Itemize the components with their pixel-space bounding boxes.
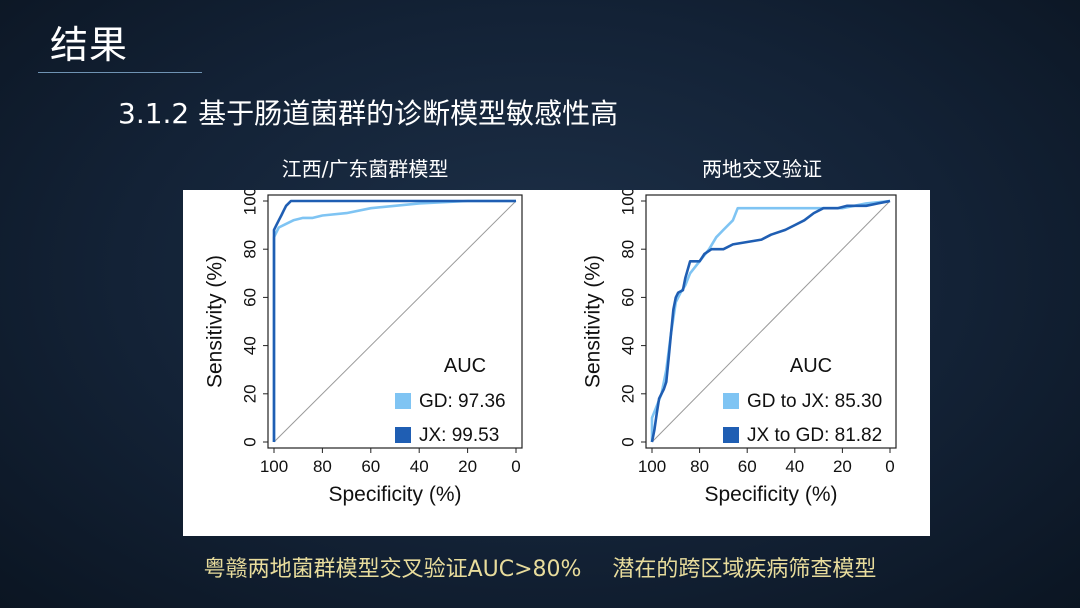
legend-swatch	[395, 393, 411, 409]
x-axis-title: Specificity (%)	[328, 483, 461, 506]
reference-diagonal	[273, 200, 517, 443]
x-tick-label: 40	[410, 457, 429, 476]
x-tick-label: 40	[785, 457, 804, 476]
y-tick-label: 60	[618, 288, 637, 307]
plot-frame	[267, 194, 523, 449]
legend-label: JX to GD: 81.82	[747, 425, 882, 446]
x-tick-label: 100	[638, 457, 666, 476]
legend-title: AUC	[444, 355, 486, 377]
y-tick-label: 100	[240, 190, 259, 215]
reference-diagonal	[651, 200, 891, 443]
roc-charts-card: 0 20 40 60 80 100 100 80 60 40 20 0 Sensitivity (%) S…	[183, 190, 930, 536]
x-tick-label: 60	[361, 457, 380, 476]
roc-chart-left: 0 20 40 60 80 100 100 80 60 40 20 0 Sensitivity (%) S…	[204, 190, 523, 506]
roc-curve-2	[650, 199, 891, 443]
x-tick-label: 20	[458, 457, 477, 476]
legend-title: AUC	[790, 355, 832, 377]
legend-swatch	[723, 393, 739, 409]
x-tick-label: 20	[833, 457, 852, 476]
y-tick-label: 80	[618, 240, 637, 259]
legend-swatch	[723, 427, 739, 443]
x-axis-title: Specificity (%)	[704, 483, 837, 506]
roc-curve-1	[272, 199, 516, 442]
y-tick-label: 40	[618, 336, 637, 355]
x-tick-label: 0	[885, 457, 894, 476]
y-tick-label: 20	[618, 384, 637, 403]
slide-title: 结果	[50, 23, 129, 67]
roc-curve-2	[272, 199, 516, 442]
plot-frame	[645, 194, 897, 449]
y-axis-title: Sensitivity (%)	[582, 255, 605, 388]
x-tick-label: 0	[511, 457, 520, 476]
right-chart-caption: 两地交叉验证	[702, 157, 822, 181]
x-tick-label: 80	[690, 457, 709, 476]
x-tick-label: 80	[313, 457, 332, 476]
title-underline	[38, 72, 202, 73]
section-heading: 3.1.2 基于肠道菌群的诊断模型敏感性高	[118, 97, 619, 130]
legend-label: JX: 99.53	[419, 425, 499, 446]
y-axis-title: Sensitivity (%)	[204, 255, 227, 388]
y-tick-label: 60	[240, 288, 259, 307]
x-tick-label: 100	[260, 457, 288, 476]
legend-swatch	[395, 427, 411, 443]
x-tick-label: 60	[738, 457, 757, 476]
y-tick-label: 0	[240, 437, 259, 446]
y-tick-label: 80	[240, 240, 259, 259]
y-tick-label: 40	[240, 336, 259, 355]
legend-label: GD to JX: 85.30	[747, 391, 882, 412]
footer-note: 粤赣两地菌群模型交叉验证AUC>80% 潜在的跨区域疾病筛查模型	[0, 551, 1080, 583]
legend-label: GD: 97.36	[419, 391, 506, 412]
left-chart-caption: 江西/广东菌群模型	[281, 157, 449, 181]
y-tick-label: 100	[618, 190, 637, 215]
roc-chart-right: 0 20 40 60 80 100 100 80 60 40 20 0 Sensitivity (%) S…	[582, 190, 897, 506]
footer-note-right: 潜在的跨区域疾病筛查模型	[612, 557, 877, 582]
footer-note-left: 粤赣两地菌群模型交叉验证AUC>80%	[203, 557, 582, 582]
y-tick-label: 20	[240, 384, 259, 403]
y-tick-label: 0	[618, 437, 637, 446]
